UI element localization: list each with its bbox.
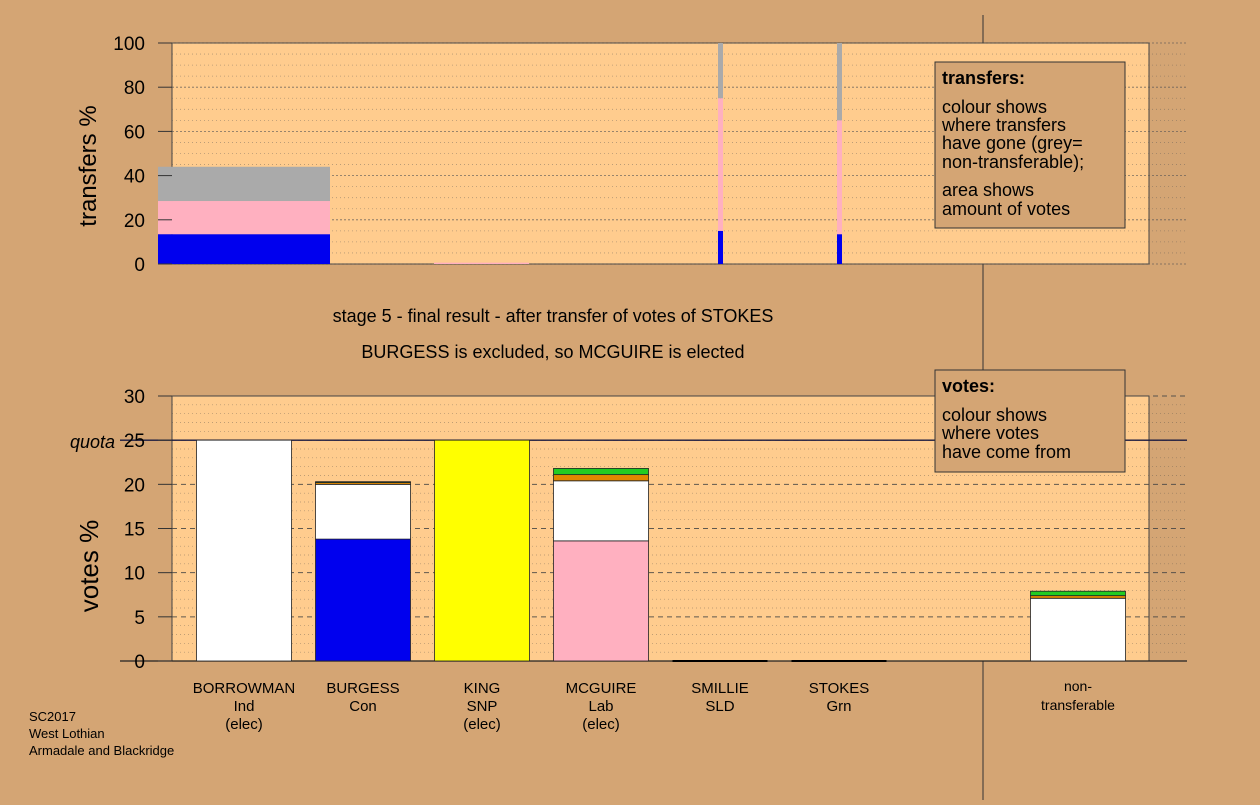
transfers-legend-box — [934, 61, 1126, 229]
votes-y-tick-label: 5 — [134, 608, 145, 629]
transfers-legend-line: non-transferable); — [942, 152, 1084, 172]
votes-legend-title: votes: — [942, 376, 995, 396]
nontransferable-label: transferable — [1041, 697, 1115, 713]
candidate-name: BURGESS — [326, 680, 399, 697]
votes-y-tick-label: 25 — [124, 431, 145, 452]
candidate-status: (elec) — [225, 716, 263, 733]
votes-y-tick-label: 30 — [124, 387, 145, 408]
candidate-status: (elec) — [463, 716, 501, 733]
candidate-party: Con — [349, 698, 377, 715]
transfers-bar-segment — [158, 166, 330, 202]
votes-y-ticks: 0 5 10 15 20 25 30 — [124, 387, 172, 673]
footer-line: SC2017 — [29, 709, 76, 724]
votes-bar-segment — [315, 481, 411, 483]
votes-grid — [120, 395, 1187, 662]
candidate-name: MCGUIRE — [566, 680, 637, 697]
transfers-legend-line: where transfers — [941, 115, 1066, 135]
candidate-party: Grn — [826, 698, 851, 715]
transfers-y-tick-label: 0 — [134, 255, 145, 276]
transfers-bar-segment — [718, 230, 723, 264]
votes-bar-segment — [1030, 590, 1126, 597]
transfers-bar-segment — [718, 43, 723, 99]
votes-y-tick-label: 20 — [124, 475, 145, 496]
votes-legend-line: have come from — [942, 442, 1071, 462]
votes-y-tick-label: 0 — [134, 652, 145, 673]
stage-text-line2: BURGESS is excluded, so MCGUIRE is elect… — [361, 342, 744, 362]
votes-bar-segment — [434, 439, 530, 662]
votes-y-axis-label: votes % — [74, 520, 104, 613]
transfers-legend-line: amount of votes — [942, 199, 1070, 219]
candidate-party: Lab — [588, 698, 613, 715]
votes-bar-segment — [553, 480, 649, 542]
votes-legend-box — [934, 369, 1126, 473]
transfers-bar-segment — [837, 120, 842, 235]
votes-bar-segment — [553, 468, 649, 476]
transfers-y-tick-label: 100 — [113, 34, 145, 55]
candidate-name: STOKES — [809, 680, 870, 697]
votes-bar-segment — [553, 540, 649, 662]
candidate-party: Ind — [234, 698, 255, 715]
candidate-name: BORROWMAN — [193, 680, 296, 697]
transfers-y-tick-label: 80 — [124, 78, 145, 99]
transfers-y-axis-label: transfers % — [75, 105, 102, 226]
votes-bar-segment — [553, 474, 649, 482]
votes-y-tick-label: 10 — [124, 564, 145, 585]
candidate-labels: BORROWMANInd(elec)BURGESSConKINGSNP(elec… — [193, 678, 1115, 733]
transfers-y-tick-label: 20 — [124, 211, 145, 232]
transfers-legend-title: transfers: — [942, 68, 1025, 88]
votes-bar-segment — [315, 483, 411, 540]
candidate-name: KING — [464, 680, 501, 697]
quota-label: quota — [70, 432, 115, 452]
candidate-party: SNP — [467, 698, 498, 715]
transfers-legend-line: have gone (grey= — [942, 133, 1083, 153]
votes-bar-segment — [315, 538, 411, 662]
transfers-bar-segment — [837, 43, 842, 121]
transfers-legend-line: colour shows — [942, 97, 1047, 117]
votes-bar-segment — [196, 439, 292, 662]
votes-legend-line: where votes — [941, 423, 1039, 443]
votes-legend-line: colour shows — [942, 405, 1047, 425]
transfers-bar-segment — [837, 234, 842, 264]
transfers-bar-segment — [434, 262, 529, 264]
footer-line: West Lothian — [29, 726, 105, 741]
transfers-bar-segment — [158, 201, 330, 235]
votes-y-tick-label: 15 — [124, 520, 145, 541]
votes-bar-segment — [1030, 597, 1126, 662]
transfers-y-tick-label: 60 — [124, 122, 145, 143]
transfers-y-tick-label: 40 — [124, 167, 145, 188]
transfers-bar-segment — [718, 98, 723, 231]
stage-text-line1: stage 5 - final result - after transfer … — [333, 306, 774, 326]
footer: SC2017 West Lothian Armadale and Blackridg… — [29, 709, 174, 758]
candidate-name: SMILLIE — [691, 680, 749, 697]
transfers-y-ticks: 0 20 40 60 80 100 — [113, 34, 172, 276]
candidate-status: (elec) — [582, 716, 620, 733]
footer-line: Armadale and Blackridge — [29, 743, 174, 758]
transfers-bars — [158, 43, 842, 264]
votes-bars — [196, 439, 1126, 662]
candidate-party: SLD — [705, 698, 734, 715]
transfers-bar-segment — [158, 234, 330, 264]
transfers-legend-line: area shows — [942, 180, 1034, 200]
nontransferable-label: non- — [1064, 678, 1092, 694]
